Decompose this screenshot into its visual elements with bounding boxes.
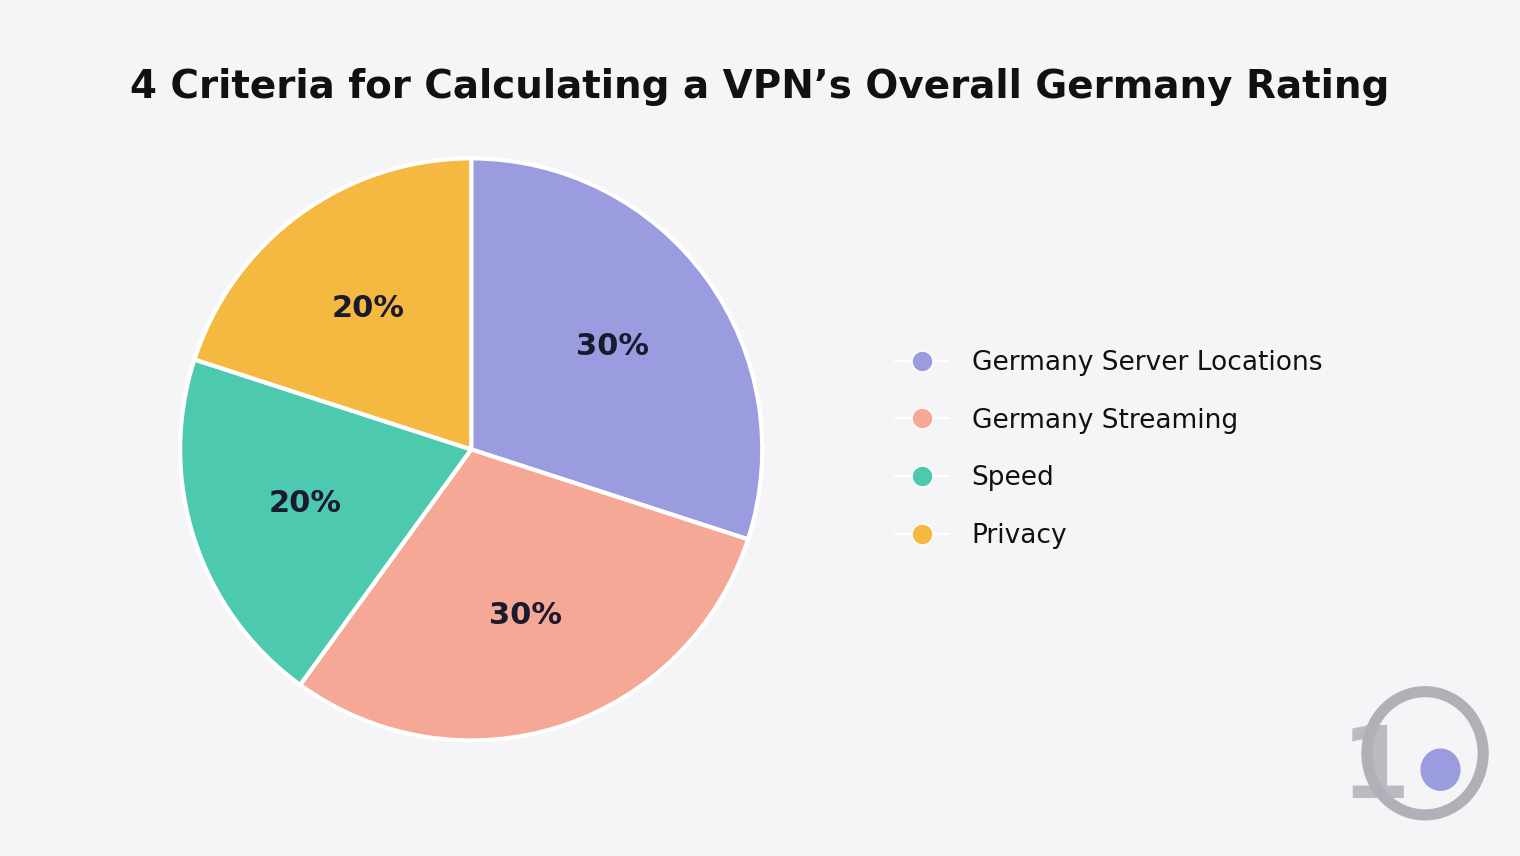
Wedge shape (195, 158, 471, 449)
Wedge shape (471, 158, 762, 539)
Circle shape (1421, 749, 1459, 790)
Text: 30%: 30% (488, 601, 562, 630)
Legend: Germany Server Locations, Germany Streaming, Speed, Privacy: Germany Server Locations, Germany Stream… (885, 339, 1333, 560)
Text: 30%: 30% (576, 332, 649, 361)
Wedge shape (181, 360, 471, 685)
Wedge shape (299, 449, 748, 740)
Text: 20%: 20% (331, 294, 404, 323)
Text: 1: 1 (1341, 722, 1411, 819)
Text: 4 Criteria for Calculating a VPN’s Overall Germany Rating: 4 Criteria for Calculating a VPN’s Overa… (131, 68, 1389, 106)
Text: 20%: 20% (269, 489, 342, 518)
